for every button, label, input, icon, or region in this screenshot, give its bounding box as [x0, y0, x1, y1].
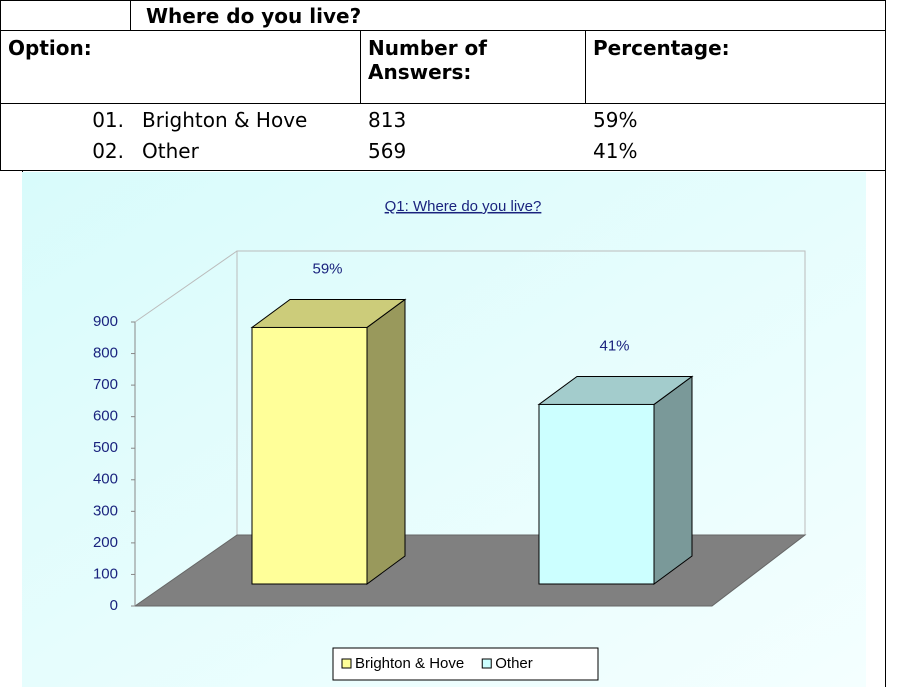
bar-side: [366, 298, 406, 585]
data-label: 41%: [599, 337, 629, 354]
rule: [360, 30, 361, 104]
rule: [585, 30, 586, 104]
cell: 41%: [593, 139, 638, 163]
y-tick-label: 100: [93, 565, 118, 582]
cell: 569: [368, 139, 407, 163]
legend-label: Brighton & Hove: [355, 655, 464, 672]
bar-side: [653, 375, 693, 585]
y-tick-label: 300: [93, 502, 118, 519]
wall-edge: [134, 250, 238, 323]
rule: [885, 0, 886, 687]
data-label: 59%: [312, 260, 342, 277]
y-tick-label: 600: [93, 408, 118, 425]
rule: [0, 0, 886, 1]
y-tick-label: 500: [93, 439, 118, 456]
rule: [0, 103, 886, 104]
bar: [251, 326, 368, 585]
floor: [133, 534, 807, 607]
cell: 813: [368, 108, 407, 132]
chart: Q1: Where do you live? 0 100 200 300 400 500 6…: [22, 172, 866, 687]
y-tick-label: 200: [93, 534, 118, 551]
legend-swatch: [481, 658, 492, 669]
header: Percentage:: [593, 36, 730, 60]
cell: 59%: [593, 108, 638, 132]
y-tick-label: 0: [110, 597, 118, 614]
cell: 01.: [92, 108, 124, 132]
legend-label: Other: [495, 655, 533, 672]
legend-swatch: [341, 658, 352, 669]
table-title: Where do you live?: [146, 4, 362, 28]
legend-box: [332, 647, 599, 681]
rule: [0, 0, 1, 171]
chart-title: Q1: Where do you live?: [385, 198, 542, 215]
cell: Other: [142, 139, 199, 163]
rule: [0, 30, 886, 31]
rule: [0, 170, 886, 171]
y-tick-label: 900: [93, 313, 118, 330]
y-tick-label: 700: [93, 376, 118, 393]
cell: 02.: [92, 139, 124, 163]
y-tick-label: 400: [93, 471, 118, 488]
rule: [130, 0, 131, 31]
header: Option:: [8, 36, 92, 60]
cell: Brighton & Hove: [142, 108, 308, 132]
y-tick-label: 800: [93, 345, 118, 362]
bar: [538, 403, 655, 585]
header: Number of Answers:: [368, 36, 487, 84]
chart-background: [22, 172, 866, 687]
